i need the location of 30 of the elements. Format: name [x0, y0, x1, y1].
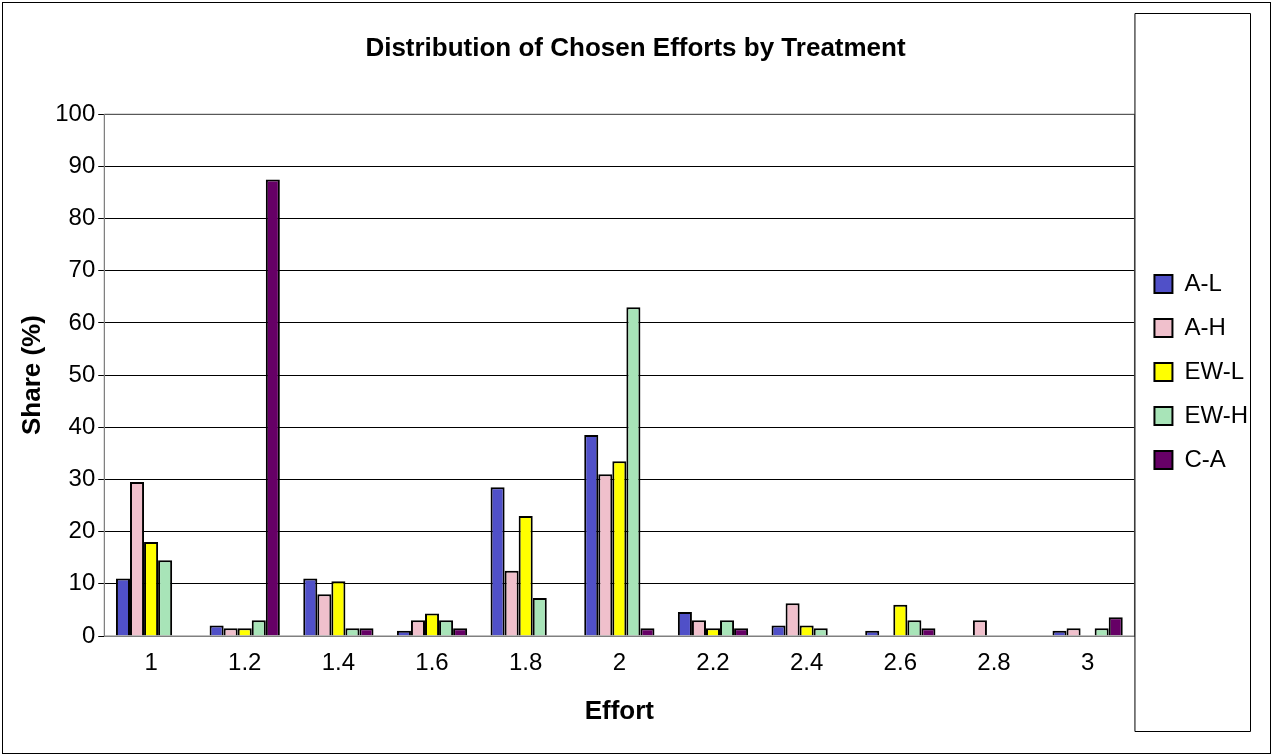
- y-tick-label: 50: [68, 359, 96, 387]
- legend-label: A-L: [1184, 268, 1222, 296]
- y-tick-label: 80: [68, 203, 96, 231]
- x-tick-label: 3: [1080, 648, 1095, 676]
- y-tick-label: 10: [68, 568, 96, 596]
- legend-label: EW-L: [1184, 356, 1245, 384]
- x-tick-label: 2.2: [696, 648, 730, 676]
- legend-label: EW-H: [1184, 400, 1249, 428]
- x-tick-label: 2.8: [977, 648, 1011, 676]
- y-tick-label: 70: [68, 255, 96, 283]
- y-tick-label: 40: [68, 411, 96, 439]
- y-tick-label: 20: [68, 516, 96, 544]
- x-tick-label: 2: [612, 648, 627, 676]
- y-tick-label: 0: [81, 620, 96, 648]
- x-axis-title: Effort: [584, 694, 655, 725]
- chart-title: Distribution of Chosen Efforts by Treatment: [365, 31, 906, 62]
- x-tick-label: 1.8: [509, 648, 543, 676]
- y-axis-title: Share (%): [15, 315, 46, 436]
- y-tick-label: 30: [68, 464, 96, 492]
- x-tick-label: 1.2: [228, 648, 262, 676]
- legend-label: A-H: [1184, 312, 1226, 340]
- x-tick-label: 1: [144, 648, 158, 676]
- y-tick-label: 90: [68, 151, 96, 179]
- legend-label: C-A: [1184, 444, 1226, 472]
- x-tick-label: 1.6: [415, 648, 449, 676]
- x-tick-label: 1.4: [321, 648, 356, 676]
- x-tick-label: 2.6: [883, 648, 917, 676]
- y-tick-label: 60: [68, 307, 96, 335]
- x-tick-label: 2.4: [789, 648, 824, 676]
- y-tick-label: 100: [55, 98, 96, 126]
